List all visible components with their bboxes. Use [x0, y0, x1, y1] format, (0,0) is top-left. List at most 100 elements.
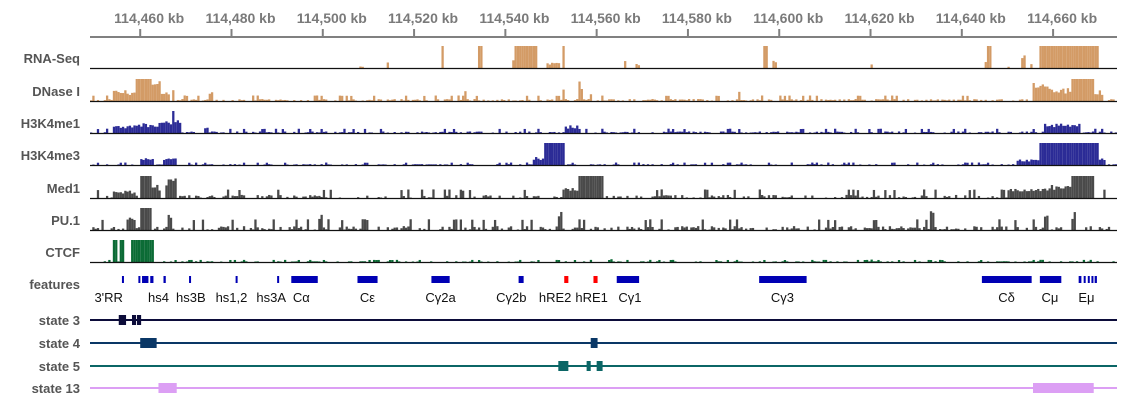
signal-bar — [852, 190, 854, 198]
signal-bar — [987, 163, 989, 165]
signal-bar — [930, 132, 932, 133]
signal-bar — [674, 195, 676, 198]
signal-bar — [391, 229, 393, 230]
signal-bar — [325, 163, 327, 165]
signal-bar — [1065, 186, 1067, 198]
state-track: state 5 — [39, 359, 1117, 374]
signal-bar — [519, 260, 521, 262]
signal-bar — [138, 125, 140, 133]
signal-bar — [152, 188, 154, 198]
signal-bar — [886, 99, 888, 101]
signal-bar — [1012, 191, 1014, 198]
signal-bar — [1044, 46, 1046, 68]
signal-bar — [521, 46, 523, 68]
signal-bar — [578, 129, 580, 133]
signal-bar — [966, 163, 968, 165]
signal-bar — [699, 99, 701, 101]
signal-bar — [257, 163, 259, 165]
signal-bar — [526, 163, 528, 165]
signal-bar — [193, 220, 195, 230]
signal-bar — [558, 260, 560, 262]
signal-bar — [1017, 161, 1019, 165]
signal-bar — [740, 227, 742, 230]
signal-bar — [882, 99, 884, 101]
signal-bar — [163, 94, 165, 101]
signal-bar — [711, 226, 713, 230]
signal-bar — [848, 163, 850, 165]
signal-bar — [907, 228, 909, 230]
signal-bar — [964, 129, 966, 133]
signal-bar — [1096, 46, 1098, 68]
signal-bar — [779, 96, 781, 101]
signal-bar — [120, 240, 122, 262]
signal-bar — [752, 228, 754, 230]
signal-bar — [893, 99, 895, 101]
signal-bar — [677, 132, 679, 133]
signal-bar — [852, 163, 854, 165]
signal-bar — [699, 132, 701, 133]
feature-label: hs1,2 — [216, 290, 248, 305]
signal-bar — [791, 163, 793, 165]
signal-bar — [930, 99, 932, 101]
signal-bar — [581, 228, 583, 230]
signal-bar — [501, 99, 503, 101]
signal-bar — [394, 228, 396, 230]
signal-bar — [165, 121, 167, 133]
signal-bar — [396, 260, 398, 262]
signal-bar — [1014, 220, 1016, 230]
signal-bar — [218, 228, 220, 230]
signal-bar — [1087, 176, 1089, 198]
signal-bar — [829, 100, 831, 101]
feature-block — [1079, 276, 1082, 283]
signal-bar — [1094, 129, 1096, 133]
signal-bar — [574, 260, 576, 262]
signal-bar — [165, 159, 167, 165]
signal-bar — [127, 94, 129, 101]
signal-bar — [161, 94, 163, 101]
signal-bar — [718, 196, 720, 198]
signal-bar — [761, 195, 763, 198]
signal-bar — [462, 96, 464, 101]
signal-bar — [106, 96, 108, 101]
signal-bar — [407, 100, 409, 101]
signal-bar — [802, 129, 804, 133]
signal-bar — [487, 196, 489, 198]
signal-bar — [1003, 190, 1005, 198]
signal-bar — [1033, 83, 1035, 101]
signal-bar — [455, 132, 457, 133]
signal-bar — [845, 195, 847, 198]
signal-bar — [944, 196, 946, 198]
signal-bar — [307, 219, 309, 230]
signal-bar — [138, 79, 140, 101]
signal-bar — [405, 228, 407, 230]
signal-bar — [736, 260, 738, 262]
signal-bar — [311, 132, 313, 133]
signal-bar — [925, 196, 927, 198]
signal-bar — [165, 185, 167, 198]
state-block — [137, 315, 141, 325]
signal-bar — [569, 125, 571, 133]
feature-label: 3'RR — [94, 290, 123, 305]
signal-bar — [626, 132, 628, 133]
signal-bar — [419, 228, 421, 230]
signal-bar — [473, 197, 475, 198]
signal-bar — [562, 229, 564, 230]
signal-bar — [526, 226, 528, 230]
signal-bar — [209, 196, 211, 198]
signal-bar — [807, 100, 809, 101]
signal-bar — [1083, 79, 1085, 101]
signal-bar — [193, 99, 195, 101]
signal-bar — [663, 132, 665, 133]
signal-bar — [944, 100, 946, 101]
signal-bar — [1055, 227, 1057, 230]
signal-bar — [1065, 46, 1067, 68]
signal-bar — [318, 219, 320, 230]
signal-bar — [795, 132, 797, 133]
signal-bar — [1053, 190, 1055, 198]
signal-bar — [1078, 46, 1080, 68]
track-med1: Med1 — [47, 176, 1117, 199]
signal-bar — [1042, 189, 1044, 198]
signal-bar — [1092, 143, 1094, 165]
signal-bar — [275, 129, 277, 133]
signal-bar — [1010, 189, 1012, 198]
